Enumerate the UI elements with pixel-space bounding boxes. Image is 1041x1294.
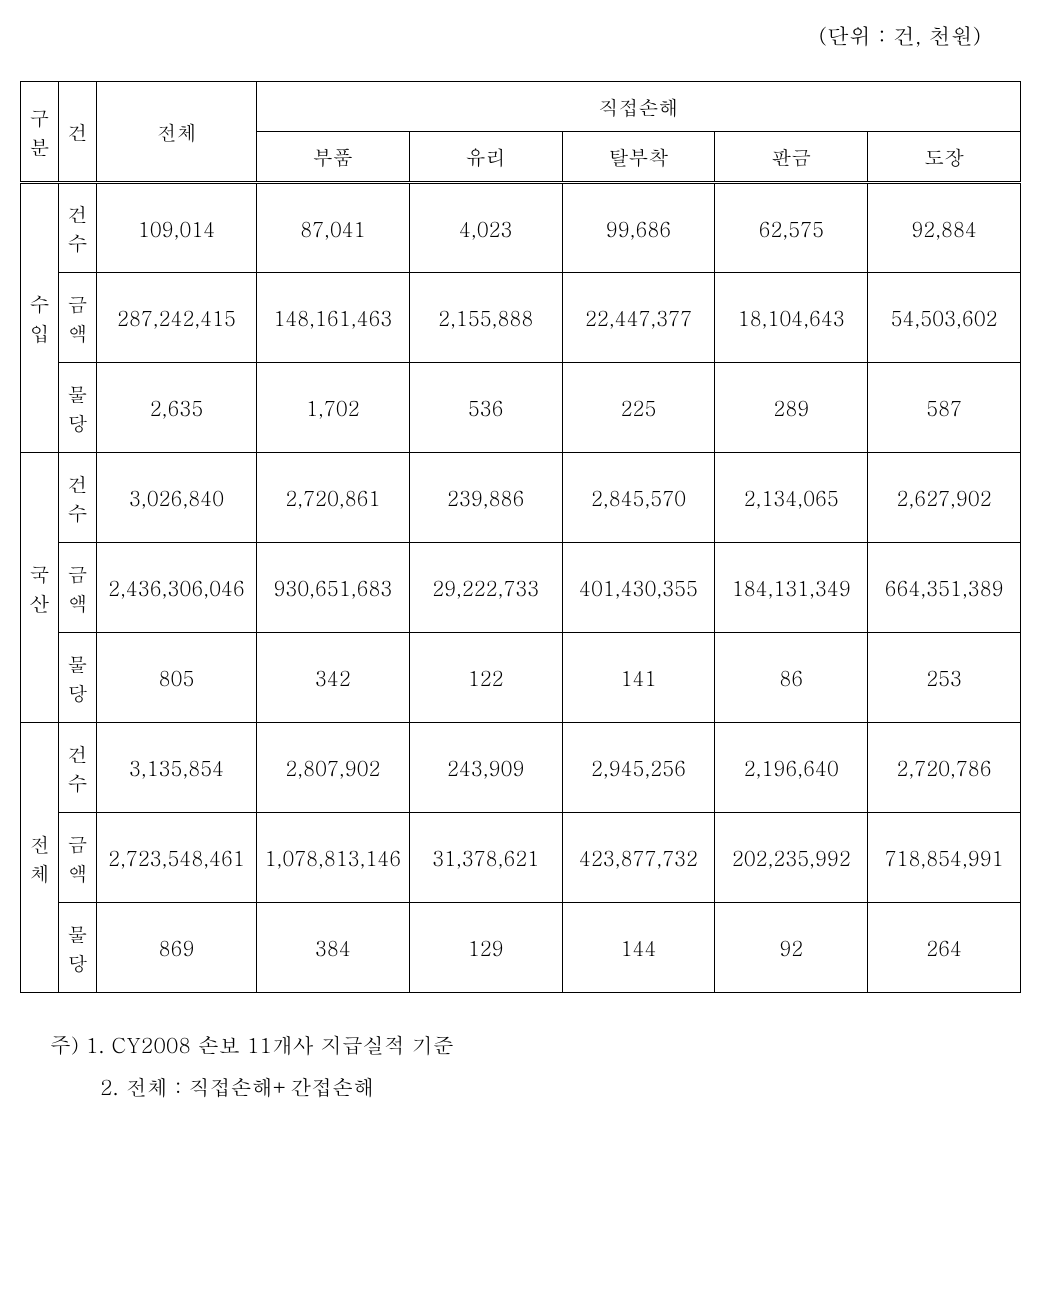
table-cell: 805 xyxy=(97,633,257,723)
row-label-count: 건수 xyxy=(59,183,97,273)
table-cell: 92,884 xyxy=(868,183,1021,273)
table-cell: 718,854,991 xyxy=(868,813,1021,903)
table-cell: 1,078,813,146 xyxy=(257,813,410,903)
table-cell: 2,720,861 xyxy=(257,453,410,543)
row-label-per-unit: 물당 xyxy=(59,903,97,993)
data-table: 구분 건 전체 직접손해 부품 유리 탈부착 판금 도장 수입 건수 109,0… xyxy=(20,81,1021,993)
table-cell: 2,627,902 xyxy=(868,453,1021,543)
table-cell: 2,720,786 xyxy=(868,723,1021,813)
row-label-count: 건수 xyxy=(59,723,97,813)
row-label-count: 건수 xyxy=(59,453,97,543)
table-cell: 2,155,888 xyxy=(409,273,562,363)
table-cell: 87,041 xyxy=(257,183,410,273)
table-cell: 2,845,570 xyxy=(562,453,715,543)
table-cell: 342 xyxy=(257,633,410,723)
table-cell: 287,242,415 xyxy=(97,273,257,363)
table-cell: 3,135,854 xyxy=(97,723,257,813)
row-group-total: 전체 xyxy=(21,723,59,993)
table-cell: 2,436,306,046 xyxy=(97,543,257,633)
table-cell: 930,651,683 xyxy=(257,543,410,633)
table-cell: 122 xyxy=(409,633,562,723)
header-gubun: 구분 xyxy=(21,82,59,183)
table-cell: 253 xyxy=(868,633,1021,723)
header-paint: 도장 xyxy=(868,132,1021,183)
table-cell: 2,635 xyxy=(97,363,257,453)
header-glass: 유리 xyxy=(409,132,562,183)
table-cell: 264 xyxy=(868,903,1021,993)
header-geon: 건 xyxy=(59,82,97,183)
notes-section: 주) 1. CY2008 손보 11개사 지급실적 기준 2. 전체 : 직접손… xyxy=(20,1023,1021,1107)
table-cell: 99,686 xyxy=(562,183,715,273)
row-label-per-unit: 물당 xyxy=(59,363,97,453)
table-cell: 2,807,902 xyxy=(257,723,410,813)
table-cell: 536 xyxy=(409,363,562,453)
table-cell: 384 xyxy=(257,903,410,993)
row-group-domestic: 국산 xyxy=(21,453,59,723)
table-cell: 869 xyxy=(97,903,257,993)
table-cell: 243,909 xyxy=(409,723,562,813)
table-cell: 423,877,732 xyxy=(562,813,715,903)
table-cell: 664,351,389 xyxy=(868,543,1021,633)
table-cell: 22,447,377 xyxy=(562,273,715,363)
table-cell: 62,575 xyxy=(715,183,868,273)
table-cell: 4,023 xyxy=(409,183,562,273)
table-cell: 225 xyxy=(562,363,715,453)
note-2: 2. 전체 : 직접손해+간접손해 xyxy=(50,1065,1021,1107)
header-total: 전체 xyxy=(97,82,257,183)
table-cell: 144 xyxy=(562,903,715,993)
row-group-import: 수입 xyxy=(21,183,59,453)
unit-label: (단위 : 건, 천원) xyxy=(20,20,1021,51)
table-cell: 239,886 xyxy=(409,453,562,543)
table-cell: 141 xyxy=(562,633,715,723)
table-cell: 587 xyxy=(868,363,1021,453)
row-label-amount: 금액 xyxy=(59,543,97,633)
table-cell: 29,222,733 xyxy=(409,543,562,633)
header-parts: 부품 xyxy=(257,132,410,183)
table-cell: 86 xyxy=(715,633,868,723)
table-cell: 92 xyxy=(715,903,868,993)
note-1: 주) 1. CY2008 손보 11개사 지급실적 기준 xyxy=(50,1023,1021,1065)
table-cell: 31,378,621 xyxy=(409,813,562,903)
table-cell: 1,702 xyxy=(257,363,410,453)
table-cell: 2,723,548,461 xyxy=(97,813,257,903)
table-cell: 148,161,463 xyxy=(257,273,410,363)
table-cell: 401,430,355 xyxy=(562,543,715,633)
header-direct-damage: 직접손해 xyxy=(257,82,1021,132)
table-cell: 54,503,602 xyxy=(868,273,1021,363)
table-cell: 2,134,065 xyxy=(715,453,868,543)
table-cell: 2,945,256 xyxy=(562,723,715,813)
table-cell: 289 xyxy=(715,363,868,453)
row-label-amount: 금액 xyxy=(59,813,97,903)
header-detach: 탈부착 xyxy=(562,132,715,183)
table-cell: 3,026,840 xyxy=(97,453,257,543)
row-label-per-unit: 물당 xyxy=(59,633,97,723)
table-cell: 18,104,643 xyxy=(715,273,868,363)
table-cell: 129 xyxy=(409,903,562,993)
table-cell: 184,131,349 xyxy=(715,543,868,633)
header-panel: 판금 xyxy=(715,132,868,183)
table-cell: 2,196,640 xyxy=(715,723,868,813)
row-label-amount: 금액 xyxy=(59,273,97,363)
table-cell: 109,014 xyxy=(97,183,257,273)
table-cell: 202,235,992 xyxy=(715,813,868,903)
